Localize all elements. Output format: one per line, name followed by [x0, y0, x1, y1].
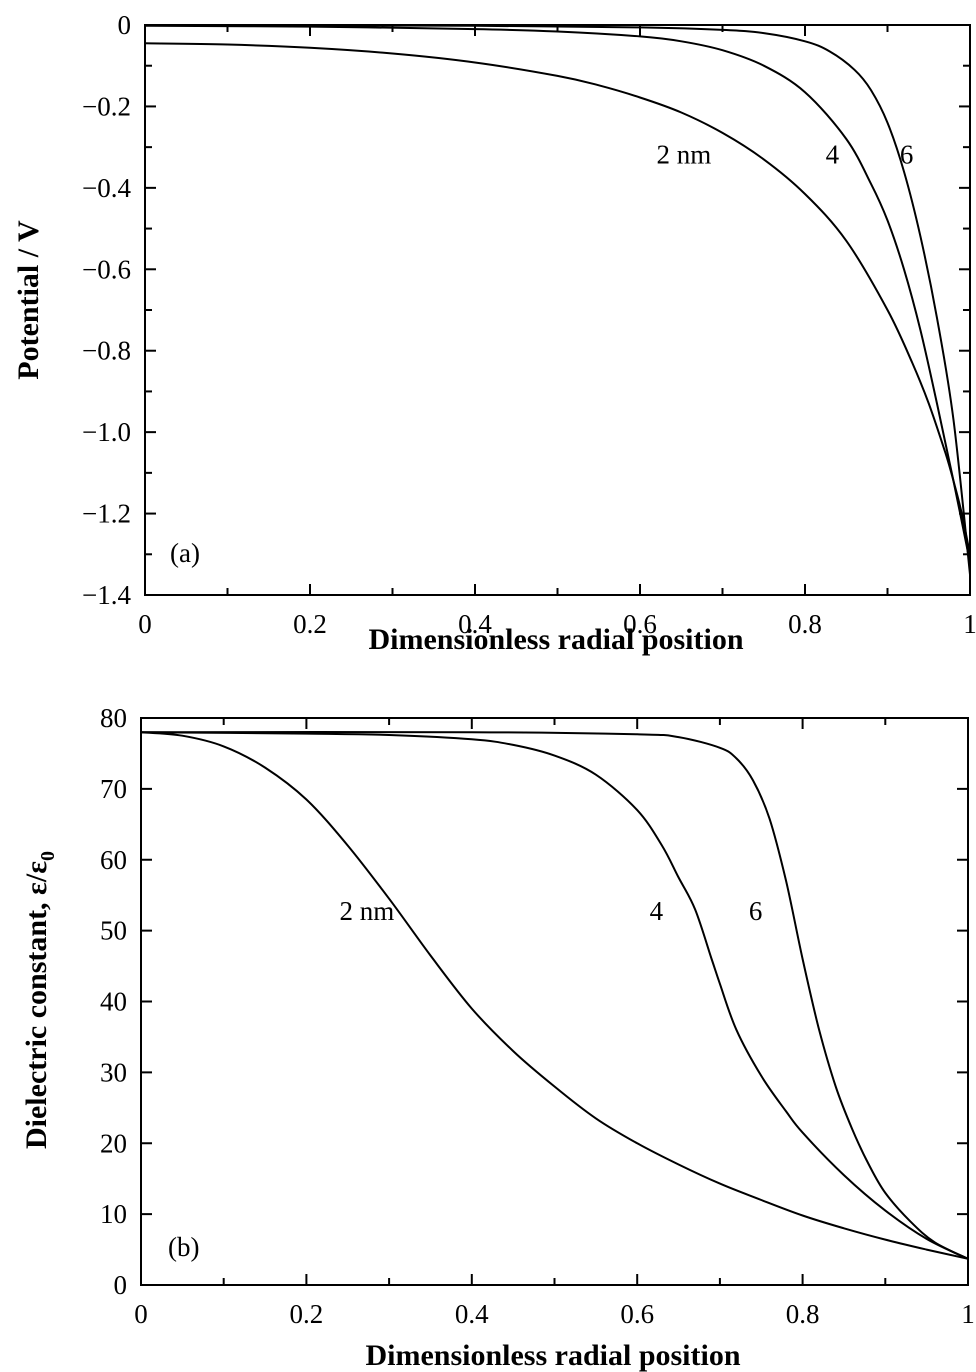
panel-a-series-3-line [144, 24, 971, 576]
panel-b-y-tick-label: 50 [100, 916, 127, 946]
panel-b-y-tick-label: 70 [100, 774, 127, 804]
panel-b-y-tick-label: 40 [100, 987, 127, 1017]
panel-a-curve-label-2: 4 [826, 139, 840, 169]
panel-a-x-tick-label: 0.2 [293, 609, 327, 639]
panel-a-label: (a) [170, 538, 200, 568]
panel-b-y-tick-label: 10 [100, 1199, 127, 1229]
panel-a-y-tick-label: −0.8 [82, 336, 131, 366]
panel-a-y-tick-label: −0.4 [82, 173, 131, 203]
panel-b-y-axis-title-subscript: 0 [37, 851, 59, 861]
panel-b-curve-label-1: 2 nm [339, 896, 394, 926]
panel-a-y-tick-label: −0.6 [82, 254, 131, 284]
panel-b-curve-labels: 2 nm 4 6 [339, 896, 762, 926]
panel-b-y-tick-label: 30 [100, 1057, 127, 1087]
panel-a-y-tick-label: 0 [118, 10, 132, 40]
panel-a-series-1-line [144, 42, 971, 556]
panel-a-x-axis-title: Dimensionless radial position [368, 623, 743, 656]
panel-b-y-axis-title: Dielectric constant, ε/ε0 [20, 851, 59, 1149]
panel-a-series-2-line [144, 24, 971, 564]
panel-b-curve-label-3: 6 [749, 896, 763, 926]
panel-a-x-tick-label: 1 [963, 609, 976, 639]
panel-a-curves [144, 24, 971, 576]
panel-a-x-tick-label: 0.4 [458, 609, 492, 639]
panel-a-x-tick-label: 0.6 [623, 609, 657, 639]
panel-b-y-tick-label: 0 [114, 1270, 128, 1300]
panel-a-y-tick-label: −1.4 [82, 580, 131, 610]
panel-b-x-axis-title: Dimensionless radial position [365, 1339, 740, 1372]
panel-b-x-tick-label: 0.8 [786, 1299, 820, 1329]
panel-b-series-1-line [140, 731, 969, 1260]
panel-b-axis-ticks [140, 717, 969, 1286]
panel-b-x-tick-label: 0 [134, 1299, 148, 1329]
panel-b-y-tick-label: 80 [100, 703, 127, 733]
panel-b-label: (b) [168, 1232, 199, 1262]
panel-b-x-tick-label: 0.6 [620, 1299, 654, 1329]
panel-a-curve-label-3: 6 [900, 139, 914, 169]
panel-a-y-axis-title: Potential / V [12, 220, 45, 380]
panel-b-y-tick-label: 20 [100, 1128, 127, 1158]
panel-b-curves [140, 731, 969, 1260]
panel-a-x-tick-label: 0.8 [788, 609, 822, 639]
panel-b-series-2-line [140, 731, 969, 1260]
panel-a-curve-label-1: 2 nm [657, 139, 712, 169]
panel-a-curve-labels: 2 nm 4 6 [657, 139, 914, 169]
panel-b-curve-label-2: 4 [650, 896, 664, 926]
panel-a-y-tick-label: −1.2 [82, 499, 131, 529]
panel-a-x-tick-label: 0 [138, 609, 152, 639]
panel-b-y-tick-label: 60 [100, 845, 127, 875]
panel-b-x-tick-label: 0.2 [290, 1299, 324, 1329]
panel-a-y-tick-label: −0.2 [82, 91, 131, 121]
panel-b-x-tick-label: 1 [961, 1299, 975, 1329]
panel-a-plot-frame [144, 24, 971, 596]
panel-a-axis-ticks [144, 24, 971, 596]
panel-b-series-3-line [140, 731, 969, 1260]
panel-b-x-tick-label: 0.4 [455, 1299, 489, 1329]
panel-a-y-tick-label: −1.0 [82, 417, 131, 447]
panel-a-tick-labels: 0 0.2 0.4 0.6 0.8 1 0 −0.2 −0.4 −0.6 −0.8 −1.0 −1.2 −… [82, 10, 976, 639]
panel-b-plot-frame [140, 717, 969, 1286]
panel-a-potential-chart: 0 0.2 0.4 0.6 0.8 1 0 −0.2 −0.4 −0.6 −0.8 −1.0 −1.2 −… [12, 10, 976, 656]
panel-b-y-axis-title-main: Dielectric constant, ε/ε [20, 861, 53, 1149]
